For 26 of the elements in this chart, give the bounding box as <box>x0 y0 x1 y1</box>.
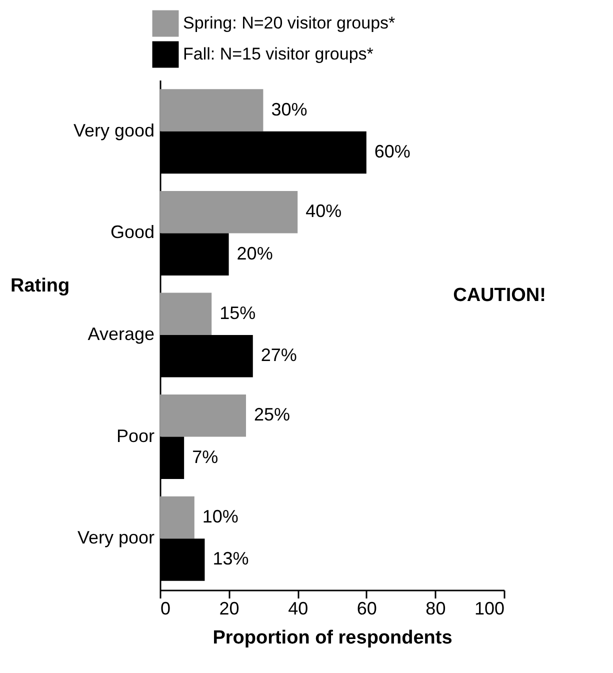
data-label: 30% <box>271 99 308 120</box>
x-tick-label: 100 <box>474 598 504 618</box>
x-tick-label: 40 <box>288 598 308 618</box>
y-tick-label: Very poor <box>77 528 155 548</box>
y-tick-label: Poor <box>116 426 154 446</box>
data-label: 20% <box>236 243 273 264</box>
legend-label: Spring: N=20 visitor groups* <box>183 14 396 32</box>
x-tick-label: 80 <box>426 598 446 618</box>
data-label: 27% <box>260 345 297 366</box>
data-label: 15% <box>220 302 256 323</box>
y-axis-title: Rating <box>10 276 70 296</box>
x-axis-title: Proportion of respondents <box>212 628 452 648</box>
y-tick-label: Good <box>110 222 154 242</box>
legend-label: Fall: N=15 visitor groups* <box>183 44 374 64</box>
data-label: 60% <box>374 142 410 162</box>
x-tick-label: 60 <box>356 598 377 618</box>
data-label: 10% <box>202 506 238 526</box>
annotation: CAUTION! <box>453 285 546 306</box>
data-label: 13% <box>212 548 249 569</box>
y-tick-label: Average <box>88 324 154 344</box>
data-label: 25% <box>254 404 290 425</box>
y-tick-label: Very good <box>73 120 154 140</box>
data-label: 40% <box>306 201 342 222</box>
x-tick-label: 20 <box>219 598 240 618</box>
data-label: 7% <box>192 446 218 467</box>
x-tick-label: 0 <box>160 598 171 618</box>
